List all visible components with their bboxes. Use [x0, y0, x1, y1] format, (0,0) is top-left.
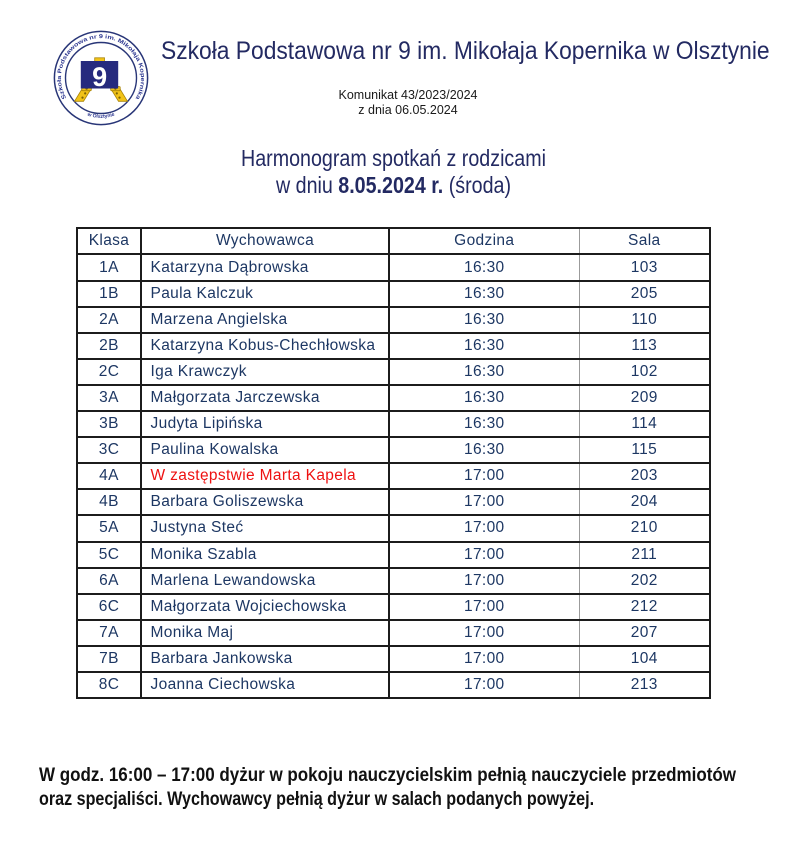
svg-text:9: 9 [92, 61, 107, 91]
svg-text:w Olsztynie: w Olsztynie [86, 111, 116, 120]
